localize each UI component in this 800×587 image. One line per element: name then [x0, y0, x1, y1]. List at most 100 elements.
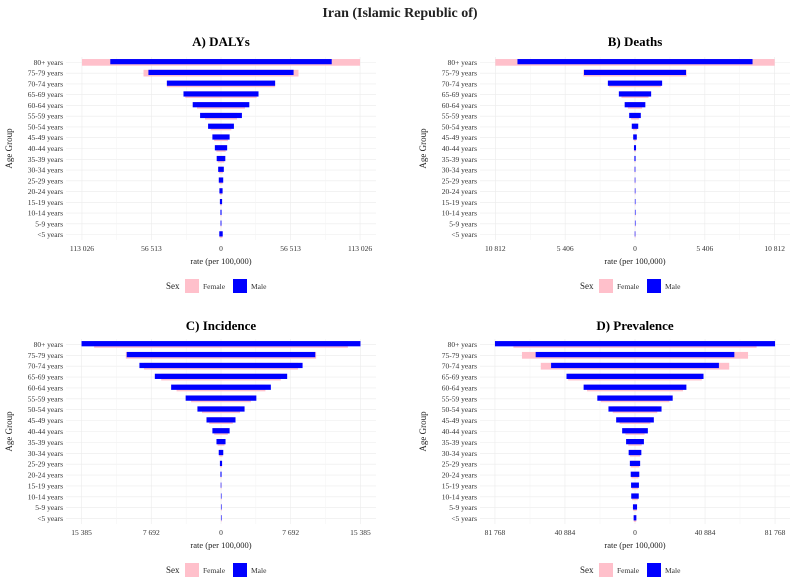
y-tick-label: 35-39 years: [28, 155, 63, 164]
legend-label-female: Female: [617, 566, 640, 575]
bar-male: [183, 91, 259, 97]
y-tick-label: 60-64 years: [442, 383, 477, 392]
bar-male: [214, 145, 228, 151]
y-tick-label: 20-24 years: [28, 187, 63, 196]
legend-swatch-male: [233, 279, 247, 293]
bar-male: [171, 384, 271, 390]
y-tick-label: 45-49 years: [28, 133, 63, 142]
x-tick-label: 40 884: [695, 528, 716, 537]
x-tick-label: 56 513: [141, 244, 162, 253]
bar-male: [608, 406, 662, 412]
x-tick-label: 56 513: [280, 244, 301, 253]
y-tick-label: 30-34 years: [442, 449, 477, 458]
legend-label-female: Female: [203, 282, 226, 291]
y-tick-label: 25-29 years: [28, 460, 63, 469]
bar-male: [220, 504, 222, 510]
y-tick-label: 10-14 years: [28, 209, 63, 218]
bar-male: [185, 395, 257, 401]
y-tick-label: 25-29 years: [442, 460, 477, 469]
y-tick-label: 65-69 years: [28, 373, 63, 382]
bar-male: [634, 155, 636, 162]
bar-male: [630, 471, 640, 477]
x-tick-label: 7 692: [282, 528, 299, 537]
bar-male: [629, 460, 641, 467]
panel-title: B) Deaths: [608, 34, 663, 49]
legend: Sex Female Male: [166, 563, 267, 577]
bar-male: [148, 69, 294, 76]
y-tick-label: 30-34 years: [442, 166, 477, 175]
x-tick-label: 0: [219, 528, 223, 537]
y-axis-label: Age Group: [4, 411, 14, 452]
bar-male: [551, 362, 719, 369]
legend-swatch-female: [185, 563, 199, 577]
bar-male: [219, 188, 223, 194]
bar-male: [139, 362, 303, 369]
bar-male: [633, 515, 637, 521]
bar-male: [583, 384, 687, 390]
y-tick-label: 45-49 years: [442, 133, 477, 142]
y-tick-label: 15-19 years: [28, 198, 63, 207]
y-tick-label: 55-59 years: [28, 394, 63, 403]
panel-title: D) Prevalence: [596, 318, 674, 333]
y-tick-label: 60-64 years: [28, 101, 63, 110]
legend: Sex Female Male: [580, 563, 681, 577]
y-tick-label: 35-39 years: [442, 155, 477, 164]
legend-title: Sex: [580, 565, 594, 575]
y-tick-label: 60-64 years: [442, 101, 477, 110]
bar-male: [566, 373, 704, 379]
x-tick-label: 81 768: [765, 528, 786, 537]
y-tick-label: 40-44 years: [442, 144, 477, 153]
y-tick-label: 10-14 years: [28, 492, 63, 501]
bar-male: [208, 123, 234, 129]
bar-male: [622, 428, 648, 434]
bar-male: [634, 188, 636, 194]
y-tick-label: 40-44 years: [442, 427, 477, 436]
y-tick-label: 45-49 years: [442, 416, 477, 425]
y-tick-label: 75-79 years: [28, 351, 63, 360]
y-tick-label: 25-29 years: [442, 176, 477, 185]
bar-male: [110, 59, 332, 65]
y-axis-label: Age Group: [418, 411, 428, 452]
bar-male: [633, 134, 637, 140]
y-axis-label: Age Group: [418, 128, 428, 169]
legend-label-female: Female: [617, 282, 640, 291]
y-tick-label: 65-69 years: [442, 373, 477, 382]
y-tick-label: 10-14 years: [442, 492, 477, 501]
y-tick-label: 80+ years: [448, 58, 478, 67]
bar-male: [634, 177, 636, 183]
legend-label-male: Male: [251, 566, 267, 575]
x-tick-label: 0: [633, 528, 637, 537]
bar-male: [218, 166, 224, 172]
bar-male: [200, 112, 242, 119]
bar-male: [634, 231, 636, 237]
bar-male: [633, 145, 637, 151]
bar-male: [219, 198, 223, 205]
y-tick-label: <5 years: [37, 230, 63, 239]
x-tick-label: 0: [633, 244, 637, 253]
bar-male: [219, 460, 223, 467]
legend-swatch-male: [647, 279, 661, 293]
bar-male: [597, 395, 673, 401]
bar-male: [212, 134, 230, 140]
bar-male: [631, 123, 639, 129]
legend-label-male: Male: [251, 282, 267, 291]
bar-male: [166, 80, 276, 86]
bar-male: [494, 341, 776, 347]
y-tick-label: 40-44 years: [28, 144, 63, 153]
y-tick-label: <5 years: [451, 230, 477, 239]
bar-male: [216, 155, 226, 162]
legend-swatch-male: [647, 563, 661, 577]
bar-male: [126, 351, 316, 358]
y-tick-label: 55-59 years: [442, 112, 477, 121]
x-tick-label: 81 768: [485, 528, 506, 537]
bar-male: [634, 198, 636, 205]
x-tick-label: 7 692: [143, 528, 160, 537]
y-tick-label: 75-79 years: [442, 351, 477, 360]
y-tick-label: 75-79 years: [442, 69, 477, 78]
y-tick-label: 20-24 years: [442, 471, 477, 480]
bar-male: [632, 504, 638, 510]
